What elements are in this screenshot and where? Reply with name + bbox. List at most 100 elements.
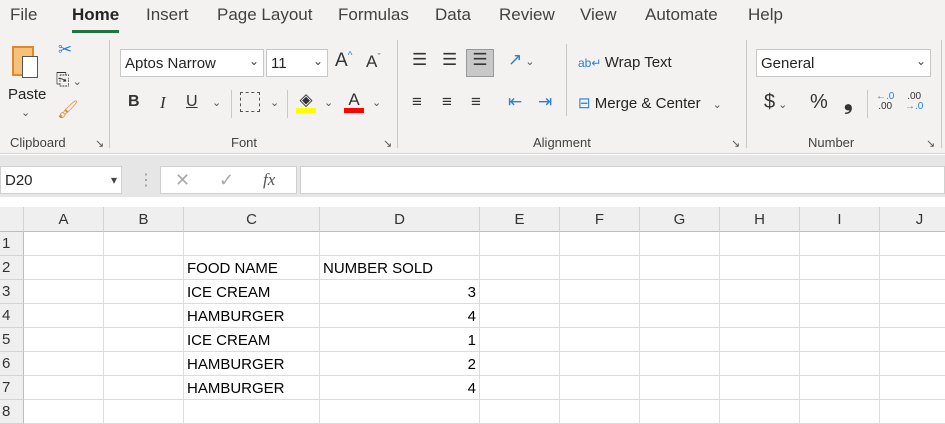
cell-D7[interactable]: 4 xyxy=(320,376,480,400)
column-header-J[interactable]: J xyxy=(880,207,945,232)
row-header-8[interactable]: 8 xyxy=(0,400,24,424)
increase-decimal-icon[interactable]: ←.0.00 xyxy=(876,91,895,112)
tab-data[interactable]: Data xyxy=(435,5,471,24)
insert-function-icon[interactable]: fx xyxy=(263,170,276,189)
cell-B1[interactable] xyxy=(104,232,184,256)
alignment-launcher-icon[interactable]: ↘ xyxy=(731,138,741,150)
cell-H1[interactable] xyxy=(720,232,800,256)
cell-B2[interactable] xyxy=(104,256,184,280)
format-painter-icon[interactable]: 🖌 xyxy=(57,100,79,119)
cell-E8[interactable] xyxy=(480,400,560,424)
cell-B4[interactable] xyxy=(104,304,184,328)
cell-B3[interactable] xyxy=(104,280,184,304)
align-top-icon[interactable]: ☰ xyxy=(412,50,428,69)
cell-B6[interactable] xyxy=(104,352,184,376)
font-color-dropdown-icon[interactable]: ⌄ xyxy=(372,97,382,109)
formula-input[interactable] xyxy=(300,166,945,194)
cell-J1[interactable] xyxy=(880,232,945,256)
cell-G8[interactable] xyxy=(640,400,720,424)
spreadsheet-grid[interactable]: A B C D E F G H I J 1 2 FOOD NAME NUMBER SOLD 3 ICE CRE… xyxy=(0,207,945,424)
cell-J2[interactable] xyxy=(880,256,945,280)
increase-indent-icon[interactable]: ⇥ xyxy=(538,92,553,111)
cell-A6[interactable] xyxy=(24,352,104,376)
cell-C3[interactable]: ICE CREAM xyxy=(184,280,320,304)
row-header-7[interactable]: 7 xyxy=(0,376,24,400)
cell-J3[interactable] xyxy=(880,280,945,304)
font-name-select[interactable]: Aptos Narrow ⌄ xyxy=(120,49,264,77)
cell-H8[interactable] xyxy=(720,400,800,424)
cell-I7[interactable] xyxy=(800,376,880,400)
cell-A3[interactable] xyxy=(24,280,104,304)
cell-D8[interactable] xyxy=(320,400,480,424)
cell-F1[interactable] xyxy=(560,232,640,256)
cell-F4[interactable] xyxy=(560,304,640,328)
cell-D3[interactable]: 3 xyxy=(320,280,480,304)
cell-D4[interactable]: 4 xyxy=(320,304,480,328)
cell-C1[interactable] xyxy=(184,232,320,256)
cell-E3[interactable] xyxy=(480,280,560,304)
tab-home[interactable]: Home xyxy=(72,5,120,33)
merge-center-button[interactable]: ⊟ Merge & Center ⌄ xyxy=(578,95,722,112)
cell-C8[interactable] xyxy=(184,400,320,424)
column-header-G[interactable]: G xyxy=(640,207,720,232)
cell-J5[interactable] xyxy=(880,328,945,352)
cell-G7[interactable] xyxy=(640,376,720,400)
cell-I2[interactable] xyxy=(800,256,880,280)
column-header-H[interactable]: H xyxy=(720,207,800,232)
tab-page-layout[interactable]: Page Layout xyxy=(217,5,313,24)
cell-J8[interactable] xyxy=(880,400,945,424)
cell-B5[interactable] xyxy=(104,328,184,352)
decrease-decimal-icon[interactable]: .00 →.0 xyxy=(905,91,924,112)
column-header-F[interactable]: F xyxy=(560,207,640,232)
borders-icon[interactable] xyxy=(240,92,260,112)
align-bottom-icon[interactable]: ☰ xyxy=(466,49,494,77)
cell-A8[interactable] xyxy=(24,400,104,424)
cell-F3[interactable] xyxy=(560,280,640,304)
orientation-icon[interactable]: ↗ ⌄ xyxy=(508,50,535,69)
cell-E1[interactable] xyxy=(480,232,560,256)
cell-A5[interactable] xyxy=(24,328,104,352)
cell-F8[interactable] xyxy=(560,400,640,424)
enter-icon[interactable]: ✓ xyxy=(219,170,235,190)
cancel-icon[interactable]: ✕ xyxy=(175,170,191,190)
column-header-B[interactable]: B xyxy=(104,207,184,232)
number-format-select[interactable]: General ⌄ xyxy=(756,49,931,77)
font-color-icon[interactable]: A xyxy=(344,90,364,113)
cell-B8[interactable] xyxy=(104,400,184,424)
cell-I4[interactable] xyxy=(800,304,880,328)
decrease-font-size-icon[interactable]: Aˇ xyxy=(366,52,381,71)
comma-button[interactable]: ❟ xyxy=(844,89,853,114)
column-header-A[interactable]: A xyxy=(24,207,104,232)
row-header-3[interactable]: 3 xyxy=(0,280,24,304)
decrease-indent-icon[interactable]: ⇤ xyxy=(508,92,523,111)
cell-C6[interactable]: HAMBURGER xyxy=(184,352,320,376)
select-all-corner[interactable] xyxy=(0,207,24,232)
cell-E2[interactable] xyxy=(480,256,560,280)
clipboard-launcher-icon[interactable]: ↘ xyxy=(95,138,105,150)
row-header-2[interactable]: 2 xyxy=(0,256,24,280)
increase-font-size-icon[interactable]: A^ xyxy=(335,50,353,71)
fill-color-icon[interactable]: ◈ xyxy=(296,90,316,113)
cell-E5[interactable] xyxy=(480,328,560,352)
tab-automate[interactable]: Automate xyxy=(645,5,718,24)
wrap-text-button[interactable]: ab↵ Wrap Text xyxy=(578,54,672,71)
cell-A2[interactable] xyxy=(24,256,104,280)
cell-G1[interactable] xyxy=(640,232,720,256)
cell-H2[interactable] xyxy=(720,256,800,280)
percent-button[interactable]: % xyxy=(810,91,828,113)
cell-D6[interactable]: 2 xyxy=(320,352,480,376)
cell-I1[interactable] xyxy=(800,232,880,256)
cell-E4[interactable] xyxy=(480,304,560,328)
tab-review[interactable]: Review xyxy=(499,5,555,24)
cell-G4[interactable] xyxy=(640,304,720,328)
tab-formulas[interactable]: Formulas xyxy=(338,5,409,24)
cell-H7[interactable] xyxy=(720,376,800,400)
cell-H4[interactable] xyxy=(720,304,800,328)
cell-J7[interactable] xyxy=(880,376,945,400)
row-header-5[interactable]: 5 xyxy=(0,328,24,352)
align-left-icon[interactable]: ≡ xyxy=(412,92,422,111)
cell-C7[interactable]: HAMBURGER xyxy=(184,376,320,400)
cell-G5[interactable] xyxy=(640,328,720,352)
paste-button[interactable]: Paste ⌄ xyxy=(6,42,46,122)
tab-file[interactable]: File xyxy=(10,5,38,24)
